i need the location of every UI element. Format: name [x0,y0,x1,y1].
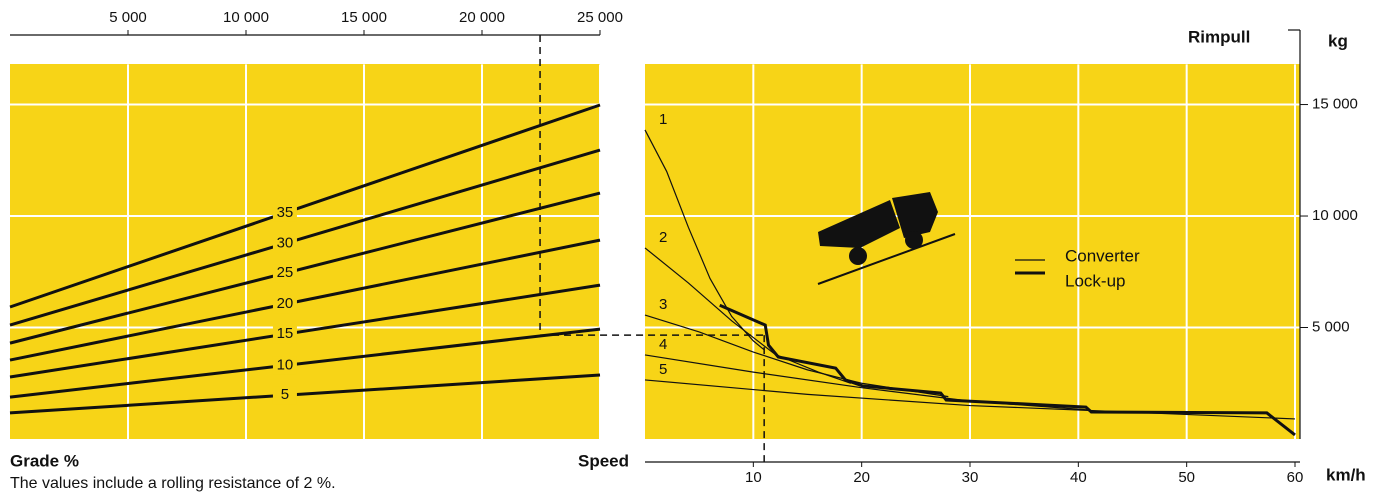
grade-label: 35 [277,204,294,221]
rimpull-curve [644,379,1296,420]
legend-converter: Converter [1065,246,1140,265]
gear-label: 2 [659,229,667,246]
label-bg [272,264,297,283]
speed-label: Speed [578,451,629,470]
grade-label: 5 [281,386,289,403]
x-tick-label: 25 000 [577,9,623,26]
right-panel [645,64,1300,439]
x-tick-label: 10 000 [223,9,269,26]
label-bg [272,325,297,344]
grade-line [9,283,601,379]
grade-label: 25 [277,264,294,281]
label-bg [272,203,297,222]
x-tick-label: 50 [1178,469,1195,486]
x-tick-label: 20 000 [459,9,505,26]
truck-icon [817,192,956,285]
x-tick-label: 40 [1070,469,1087,486]
x-tick-label: 5 000 [109,9,147,26]
x-tick-label: 60 [1287,469,1304,486]
rimpull-title: Rimpull [1188,27,1250,46]
rimpull-curve [644,129,765,351]
label-bg [272,234,297,253]
legend-lockup: Lock-up [1065,271,1125,290]
rimpull-unit: kg [1328,31,1348,50]
grade-line [9,238,601,362]
rimpull-curve [644,314,949,398]
grade-line [9,373,601,415]
label-bg [272,356,297,375]
gear-label: 4 [659,336,667,353]
grade-line [9,327,601,399]
y-tick-label: 5 000 [1312,318,1350,335]
gear-label: 3 [659,296,667,313]
note: The values include a rolling resistance … [10,475,336,492]
x-tick-label: 10 [745,469,762,486]
x-tick-label: 30 [962,469,979,486]
grade-label: 30 [277,234,294,251]
speed-unit: km/h [1326,465,1366,484]
y-tick-label: 15 000 [1312,96,1358,113]
grade-line [9,103,601,309]
gear-label: 1 [659,111,667,128]
x-tick-label: 15 000 [341,9,387,26]
gear-label: 5 [659,361,667,378]
grade-label: 20 [277,295,294,312]
rimpull-curve [719,303,1296,437]
grade-label: Grade % [10,451,79,470]
grade-line [9,191,601,345]
grade-line [9,148,601,327]
x-tick-label: 20 [853,469,870,486]
label-bg [272,295,297,314]
left-panel [10,64,600,439]
grade-label: 10 [277,356,294,373]
label-bg [272,386,297,405]
y-tick-label: 10 000 [1312,207,1358,224]
grade-label: 15 [277,325,294,342]
